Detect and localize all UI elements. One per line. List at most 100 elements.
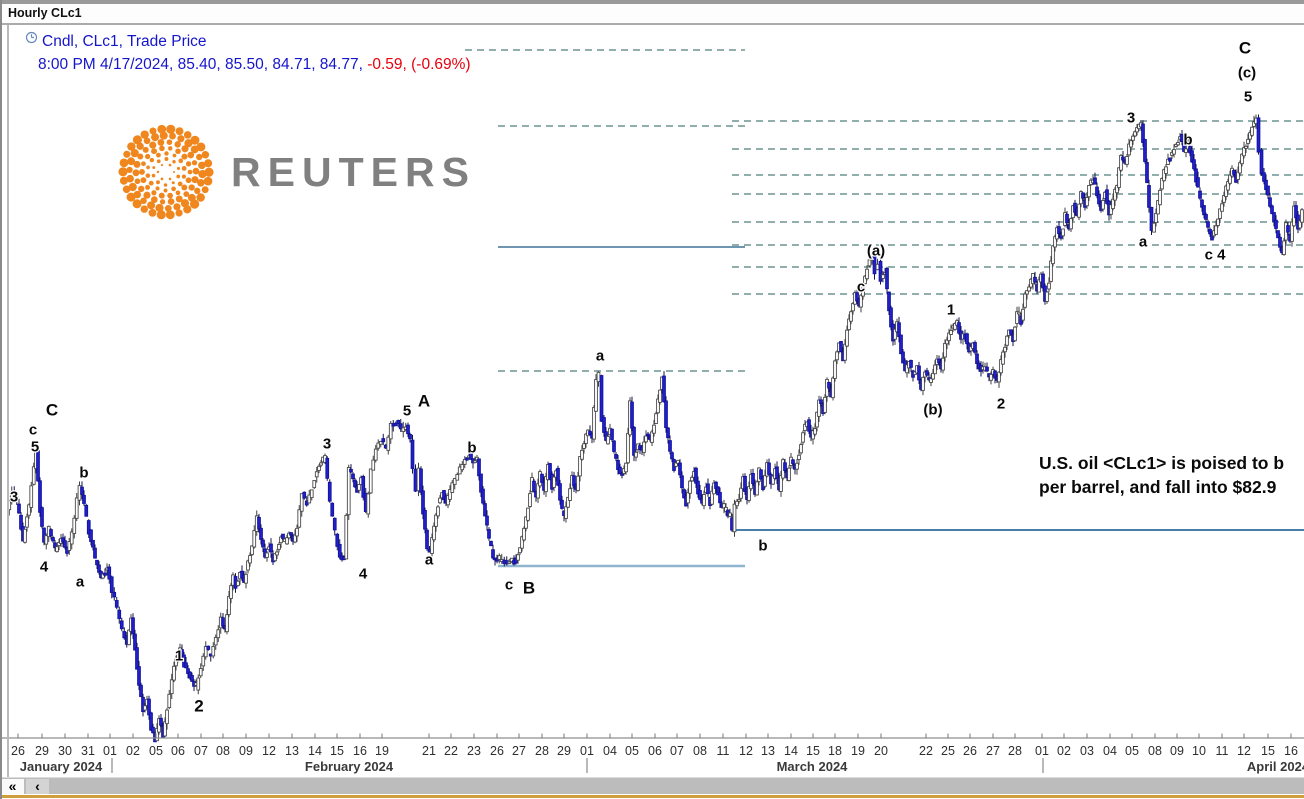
svg-text:a: a bbox=[1139, 234, 1148, 251]
svg-text:19: 19 bbox=[375, 744, 389, 758]
svg-text:4: 4 bbox=[40, 559, 49, 576]
chart-legend: Cndl, CLc1, Trade Price 8:00 PM 4/17/202… bbox=[25, 30, 471, 76]
svg-text:08: 08 bbox=[693, 744, 707, 758]
svg-text:29: 29 bbox=[557, 744, 571, 758]
clock-icon bbox=[25, 31, 38, 44]
svg-text:5: 5 bbox=[1244, 89, 1252, 106]
svg-text:10: 10 bbox=[1192, 744, 1206, 758]
svg-text:b: b bbox=[79, 465, 88, 482]
legend-net-change: -0.59, (-0.69%) bbox=[367, 56, 471, 73]
svg-text:09: 09 bbox=[239, 744, 253, 758]
svg-text:3: 3 bbox=[10, 489, 18, 506]
svg-text:16: 16 bbox=[353, 744, 367, 758]
svg-text:13: 13 bbox=[761, 744, 775, 758]
chart-frame-top-border bbox=[0, 23, 1304, 25]
svg-text:April 2024: April 2024 bbox=[1247, 759, 1304, 774]
svg-text:a: a bbox=[596, 348, 605, 365]
svg-text:04: 04 bbox=[603, 744, 617, 758]
reuters-sunburst-icon bbox=[118, 124, 214, 220]
svg-text:C: C bbox=[1239, 39, 1251, 58]
svg-text:19: 19 bbox=[851, 744, 865, 758]
svg-text:22: 22 bbox=[919, 744, 933, 758]
svg-text:a: a bbox=[425, 552, 434, 569]
svg-text:14: 14 bbox=[784, 744, 798, 758]
svg-text:20: 20 bbox=[874, 744, 888, 758]
window-titlebar[interactable]: Hourly CLc1 bbox=[0, 4, 1304, 23]
svg-text:22: 22 bbox=[444, 744, 458, 758]
svg-text:c: c bbox=[29, 422, 37, 439]
legend-series-line: Cndl, CLc1, Trade Price bbox=[25, 30, 471, 53]
svg-text:C: C bbox=[46, 401, 58, 420]
svg-text:a: a bbox=[76, 574, 85, 591]
svg-text:2: 2 bbox=[194, 697, 203, 716]
svg-text:(b): (b) bbox=[923, 402, 942, 419]
svg-text:07: 07 bbox=[670, 744, 684, 758]
scroll-fast-back-button[interactable]: « bbox=[1, 779, 24, 794]
svg-text:b: b bbox=[467, 440, 476, 457]
svg-text:05: 05 bbox=[1125, 744, 1139, 758]
svg-text:01: 01 bbox=[1035, 744, 1049, 758]
svg-text:23: 23 bbox=[467, 744, 481, 758]
svg-text:March 2024: March 2024 bbox=[777, 759, 849, 774]
svg-text:11: 11 bbox=[717, 744, 730, 758]
svg-text:3: 3 bbox=[323, 436, 331, 453]
svg-text:16: 16 bbox=[1284, 744, 1298, 758]
svg-text:28: 28 bbox=[1008, 744, 1022, 758]
svg-text:26: 26 bbox=[490, 744, 504, 758]
chart-frame-left-border bbox=[7, 25, 9, 777]
reuters-logo-text: REUTERS bbox=[231, 148, 476, 195]
window-top-edge bbox=[0, 0, 1304, 4]
horizontal-scrollbar[interactable]: « ‹ bbox=[0, 777, 1304, 795]
svg-text:2: 2 bbox=[997, 396, 1005, 413]
svg-text:c: c bbox=[857, 279, 865, 296]
svg-text:15: 15 bbox=[806, 744, 820, 758]
window-bottom-accent bbox=[0, 795, 1304, 798]
window-left-edge bbox=[0, 0, 2, 799]
svg-text:04: 04 bbox=[1103, 744, 1117, 758]
legend-quote-values: 8:00 PM 4/17/2024, 85.40, 85.50, 84.71, … bbox=[38, 56, 368, 73]
svg-text:13: 13 bbox=[285, 744, 299, 758]
svg-text:01: 01 bbox=[103, 744, 117, 758]
svg-text:01: 01 bbox=[580, 744, 594, 758]
svg-text:14: 14 bbox=[308, 744, 322, 758]
svg-text:12: 12 bbox=[739, 744, 753, 758]
svg-text:30: 30 bbox=[58, 744, 72, 758]
svg-text:(c): (c) bbox=[1238, 65, 1256, 82]
svg-text:4: 4 bbox=[359, 566, 368, 583]
svg-text:11: 11 bbox=[1216, 744, 1229, 758]
svg-text:08: 08 bbox=[1148, 744, 1162, 758]
bottom-gap bbox=[0, 794, 1304, 795]
svg-text:c: c bbox=[505, 577, 513, 594]
svg-text:07: 07 bbox=[194, 744, 208, 758]
svg-text:12: 12 bbox=[262, 744, 276, 758]
svg-text:05: 05 bbox=[149, 744, 163, 758]
svg-text:26: 26 bbox=[963, 744, 977, 758]
svg-text:15: 15 bbox=[1261, 744, 1275, 758]
svg-text:c 4: c 4 bbox=[1205, 247, 1227, 264]
svg-text:28: 28 bbox=[535, 744, 549, 758]
svg-text:B: B bbox=[523, 579, 535, 598]
svg-text:A: A bbox=[418, 392, 430, 411]
svg-text:1: 1 bbox=[175, 648, 183, 665]
svg-text:06: 06 bbox=[171, 744, 185, 758]
legend-quote-line: 8:00 PM 4/17/2024, 85.40, 85.50, 84.71, … bbox=[38, 53, 471, 76]
svg-text:b: b bbox=[1183, 132, 1192, 149]
svg-text:12: 12 bbox=[1237, 744, 1251, 758]
svg-text:05: 05 bbox=[625, 744, 639, 758]
svg-text:25: 25 bbox=[941, 744, 955, 758]
svg-text:02: 02 bbox=[1057, 744, 1071, 758]
svg-text:09: 09 bbox=[1170, 744, 1184, 758]
scroll-back-button[interactable]: ‹ bbox=[26, 779, 49, 794]
svg-text:5: 5 bbox=[31, 439, 39, 456]
svg-text:(a): (a) bbox=[867, 243, 885, 260]
svg-text:January 2024: January 2024 bbox=[20, 759, 103, 774]
svg-text:27: 27 bbox=[512, 744, 526, 758]
annotation-line-2: per barrel, and fall into $82.9 bbox=[1039, 477, 1277, 497]
svg-text:29: 29 bbox=[35, 744, 49, 758]
reuters-logo: REUTERS bbox=[116, 122, 476, 222]
svg-text:1: 1 bbox=[947, 302, 955, 319]
svg-text:31: 31 bbox=[81, 744, 95, 758]
analyst-annotation: U.S. oil <CLc1> is poised to b per barre… bbox=[1039, 451, 1304, 501]
